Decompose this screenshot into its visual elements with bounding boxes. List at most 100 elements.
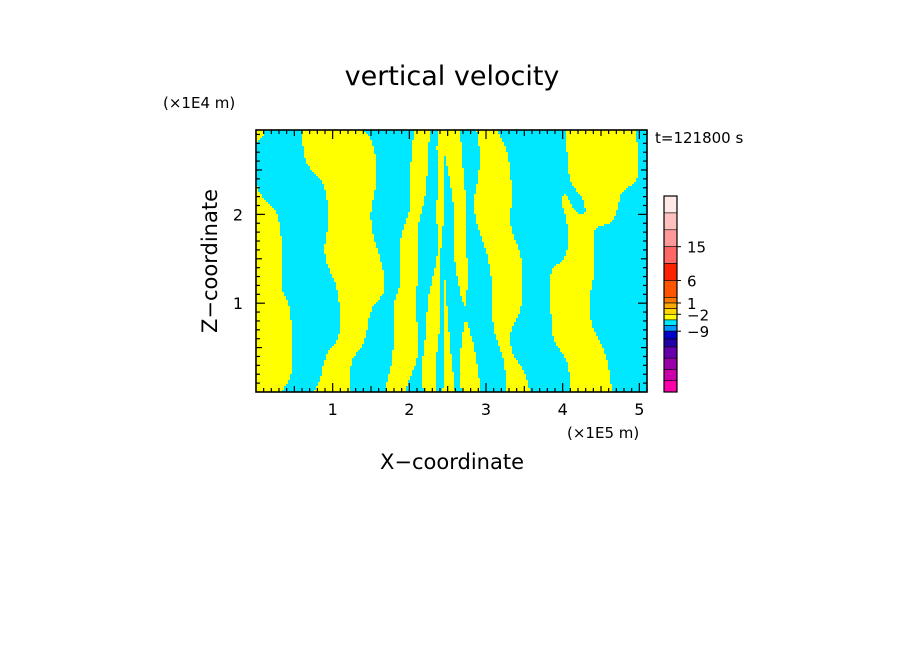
field-patch xyxy=(460,366,478,368)
field-patch xyxy=(422,366,436,368)
field-patch xyxy=(460,286,468,288)
field-patch xyxy=(488,256,520,258)
field-patch xyxy=(438,154,462,156)
field-patch xyxy=(506,390,530,392)
field-patch xyxy=(392,354,418,356)
field-patch xyxy=(454,216,466,218)
field-patch xyxy=(336,282,384,284)
field-patch xyxy=(460,350,474,352)
field-patch xyxy=(422,362,436,364)
field-patch xyxy=(400,262,418,264)
field-patch xyxy=(304,146,374,148)
field-patch xyxy=(328,210,372,212)
field-patch xyxy=(484,244,518,246)
field-patch xyxy=(340,314,370,316)
field-patch xyxy=(474,208,510,210)
field-patch xyxy=(256,242,282,244)
field-patch xyxy=(478,144,504,146)
field-patch xyxy=(400,272,418,274)
field-patch xyxy=(578,192,622,194)
field-patch xyxy=(410,176,426,178)
field-patch xyxy=(424,346,438,348)
field-patch xyxy=(454,258,468,260)
field-patch xyxy=(432,284,440,286)
field-patch xyxy=(410,174,428,176)
field-patch xyxy=(256,192,260,194)
field-patch xyxy=(388,380,408,382)
field-patch xyxy=(490,274,522,276)
field-patch xyxy=(570,378,610,380)
field-patch xyxy=(256,240,282,242)
field-patch xyxy=(256,382,288,384)
field-patch xyxy=(410,166,428,168)
field-patch xyxy=(550,274,594,276)
field-patch xyxy=(436,258,440,260)
field-patch xyxy=(460,288,468,290)
field-patch xyxy=(460,360,476,362)
field-patch xyxy=(504,362,518,364)
field-patch xyxy=(444,302,446,304)
field-patch xyxy=(438,180,444,182)
field-patch xyxy=(422,382,436,384)
field-patch xyxy=(404,224,418,226)
field-patch xyxy=(328,222,372,224)
plot-frame xyxy=(255,129,648,393)
y-scale-label: (×1E4 m) xyxy=(163,94,235,112)
field-patch xyxy=(492,312,520,314)
field-patch xyxy=(256,306,290,308)
field-patch xyxy=(438,170,444,172)
field-patch xyxy=(568,364,608,366)
field-patch xyxy=(566,146,638,148)
field-patch xyxy=(480,158,508,160)
field-patch xyxy=(566,254,594,256)
field-patch xyxy=(256,388,284,390)
field-patch xyxy=(436,266,440,268)
field-patch xyxy=(506,374,526,376)
field-patch xyxy=(400,252,418,254)
field-patch xyxy=(328,228,372,230)
field-patch xyxy=(562,202,570,204)
field-patch xyxy=(568,162,638,164)
field-patch xyxy=(438,156,444,158)
field-patch xyxy=(582,198,620,200)
field-patch xyxy=(492,308,520,310)
colorbar-label: 6 xyxy=(687,272,697,290)
field-patch xyxy=(444,316,448,318)
field-patch xyxy=(392,350,418,352)
field-patch xyxy=(556,342,600,344)
field-patch xyxy=(444,296,446,298)
field-patch xyxy=(256,340,292,342)
field-patch xyxy=(410,198,424,200)
field-patch xyxy=(552,332,596,334)
field-patch xyxy=(326,232,372,234)
field-patch xyxy=(568,362,608,364)
field-patch xyxy=(456,268,468,270)
field-patch xyxy=(436,208,444,210)
field-patch xyxy=(326,236,374,238)
field-patch xyxy=(394,310,416,312)
field-patch xyxy=(454,212,466,214)
field-patch xyxy=(256,334,292,336)
field-patch xyxy=(494,330,512,332)
field-patch xyxy=(256,288,282,290)
field-patch xyxy=(552,330,594,332)
field-patch xyxy=(422,356,436,358)
field-patch xyxy=(410,164,428,166)
field-patch xyxy=(310,166,376,168)
field-patch xyxy=(502,352,512,354)
field-patch xyxy=(456,272,468,274)
field-patch xyxy=(256,228,280,230)
field-patch xyxy=(394,330,418,332)
field-patch xyxy=(492,280,522,282)
field-patch xyxy=(328,230,372,232)
field-patch xyxy=(446,162,462,164)
colorbar-band xyxy=(663,325,678,332)
colorbar-band xyxy=(663,195,678,214)
field-patch xyxy=(570,382,610,384)
field-patch xyxy=(444,304,446,306)
field-patch xyxy=(492,294,522,296)
field-patch xyxy=(478,174,510,176)
field-patch xyxy=(434,274,440,276)
field-patch xyxy=(338,300,378,302)
field-patch xyxy=(478,170,510,172)
